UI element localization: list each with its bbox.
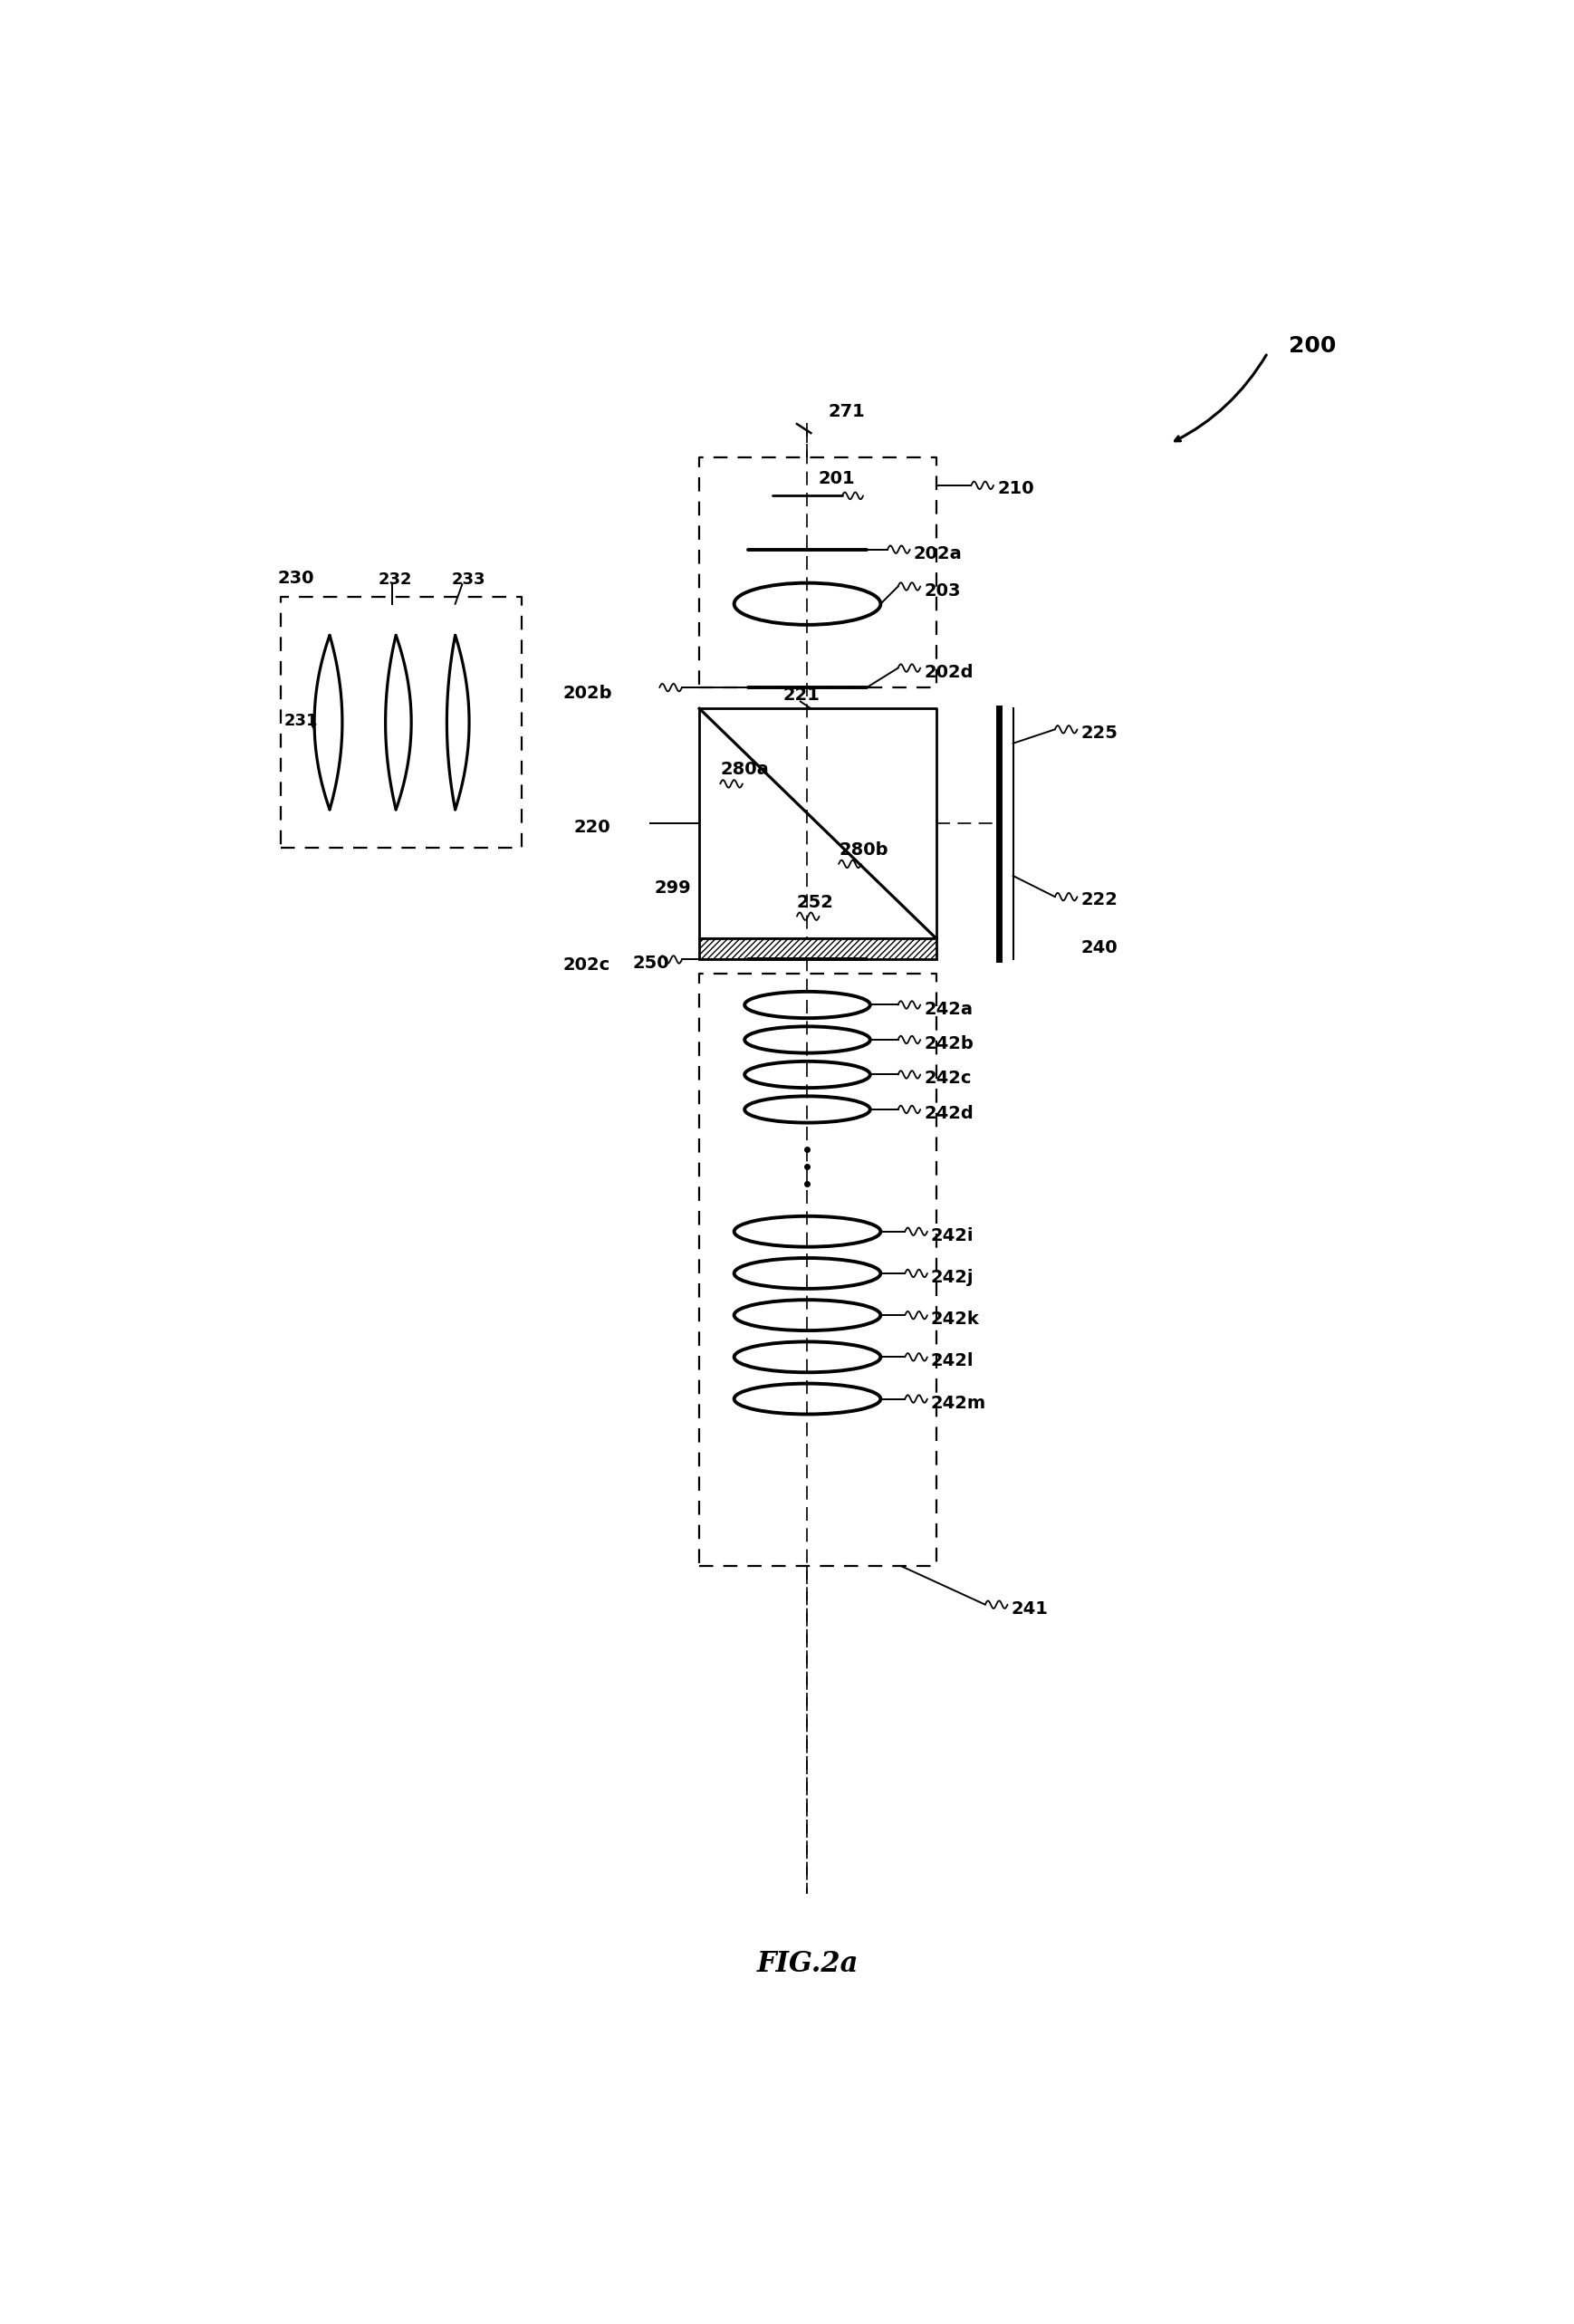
Text: 280b: 280b xyxy=(839,841,888,858)
Text: 220: 220 xyxy=(575,818,611,837)
Text: 230: 230 xyxy=(277,569,315,586)
Text: 225: 225 xyxy=(1081,725,1118,741)
Text: 299: 299 xyxy=(653,881,691,897)
Text: 280a: 280a xyxy=(721,762,768,779)
Text: 242c: 242c xyxy=(924,1069,971,1088)
Text: 240: 240 xyxy=(1081,939,1118,955)
Text: FIG.2a: FIG.2a xyxy=(757,1950,858,1978)
Text: 241: 241 xyxy=(1011,1601,1048,1618)
Text: 232: 232 xyxy=(378,572,412,588)
Text: 222: 222 xyxy=(1081,892,1118,909)
Text: 242d: 242d xyxy=(924,1104,973,1122)
Polygon shape xyxy=(699,939,937,960)
Text: 242i: 242i xyxy=(930,1227,974,1243)
Text: 242m: 242m xyxy=(930,1394,987,1411)
Text: 242j: 242j xyxy=(930,1269,974,1285)
Text: 242k: 242k xyxy=(930,1311,979,1327)
Text: 231: 231 xyxy=(285,713,318,730)
Text: 221: 221 xyxy=(782,686,820,704)
Text: 250: 250 xyxy=(633,955,671,971)
Text: 242l: 242l xyxy=(930,1353,974,1369)
Text: 271: 271 xyxy=(828,404,866,421)
Text: 252: 252 xyxy=(796,895,834,911)
Text: 233: 233 xyxy=(452,572,486,588)
Text: 200: 200 xyxy=(1289,335,1336,356)
Text: 202b: 202b xyxy=(563,686,612,702)
Text: 203: 203 xyxy=(924,581,960,600)
Text: 210: 210 xyxy=(998,481,1034,497)
Text: 202c: 202c xyxy=(563,957,611,974)
Text: 202a: 202a xyxy=(913,544,962,562)
Text: 242b: 242b xyxy=(924,1034,973,1053)
Text: 242a: 242a xyxy=(924,999,973,1018)
Text: 201: 201 xyxy=(818,469,855,488)
Text: 202d: 202d xyxy=(924,662,973,681)
